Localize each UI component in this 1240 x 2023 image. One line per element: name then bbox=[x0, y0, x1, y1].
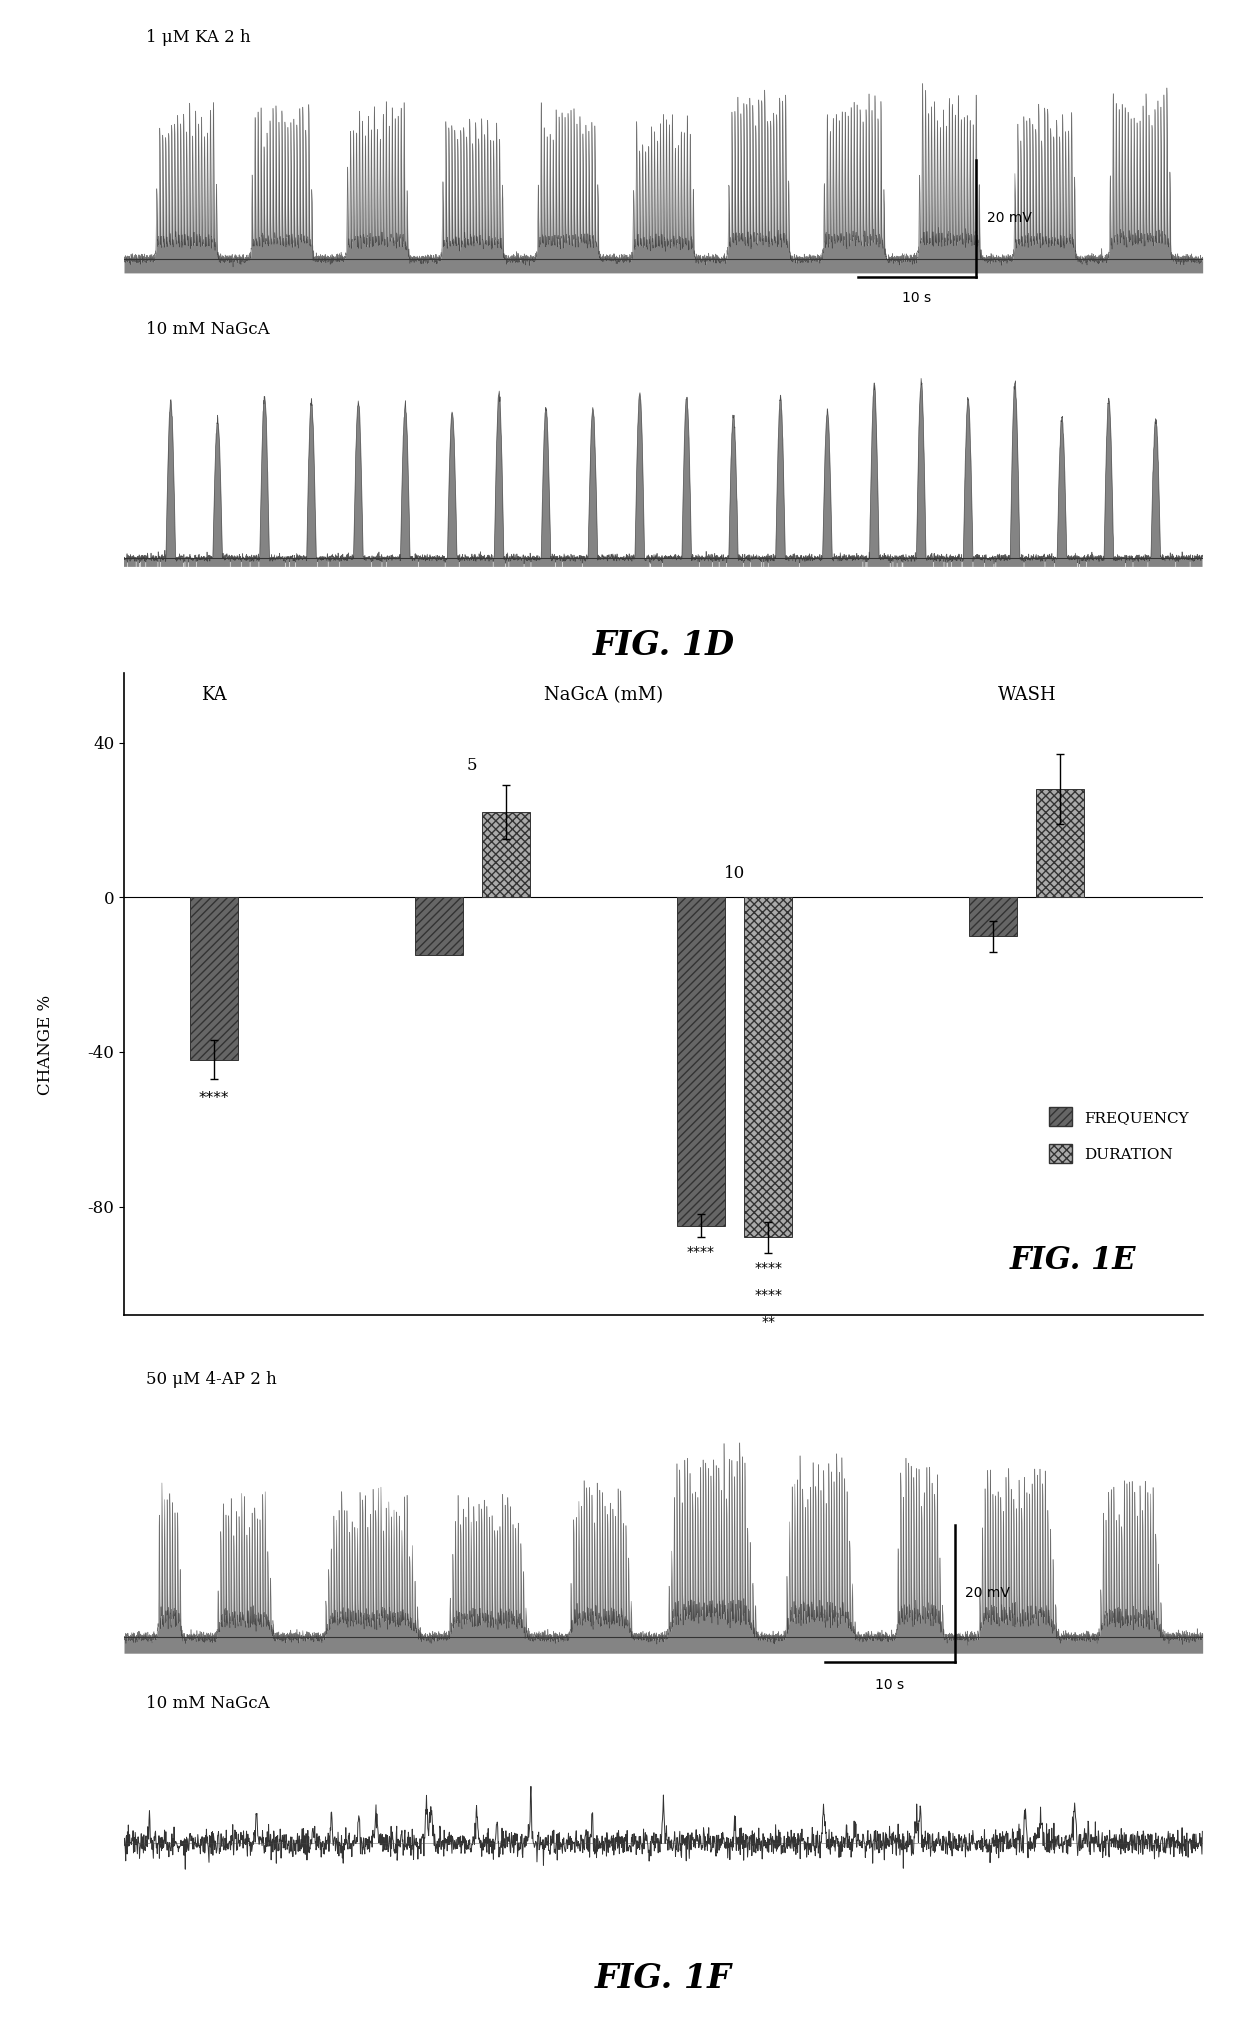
Text: 10 s: 10 s bbox=[903, 291, 931, 305]
Text: 10: 10 bbox=[724, 866, 745, 882]
Text: 10 mM NaGcA: 10 mM NaGcA bbox=[145, 1695, 269, 1711]
Text: ****: **** bbox=[198, 1090, 229, 1107]
Text: FIG. 1F: FIG. 1F bbox=[595, 1962, 732, 1995]
Text: **: ** bbox=[761, 1315, 775, 1329]
Y-axis label: CHANGE %: CHANGE % bbox=[37, 995, 53, 1094]
Text: ****: **** bbox=[687, 1246, 714, 1258]
Text: NaGcA (mM): NaGcA (mM) bbox=[544, 686, 663, 704]
Text: 20 mV: 20 mV bbox=[987, 212, 1032, 225]
Text: 50 μM 4-AP 2 h: 50 μM 4-AP 2 h bbox=[145, 1372, 277, 1388]
Text: FIG. 1D: FIG. 1D bbox=[593, 629, 734, 662]
Text: ****: **** bbox=[754, 1289, 782, 1301]
Text: 5: 5 bbox=[467, 757, 477, 773]
Text: ****: **** bbox=[754, 1260, 782, 1274]
Text: FIG. 1E: FIG. 1E bbox=[1011, 1246, 1137, 1277]
Text: 10 s: 10 s bbox=[875, 1679, 904, 1691]
Legend: FREQUENCY, DURATION: FREQUENCY, DURATION bbox=[1043, 1101, 1195, 1169]
Bar bbox=[744, 898, 792, 1238]
Text: 20 mV: 20 mV bbox=[966, 1586, 1011, 1600]
Text: KA: KA bbox=[201, 686, 227, 704]
Bar bbox=[970, 898, 1017, 937]
Bar bbox=[677, 898, 725, 1226]
Bar bbox=[1037, 789, 1085, 898]
Text: WASH: WASH bbox=[997, 686, 1056, 704]
Bar bbox=[414, 898, 463, 955]
Text: 10 mM NaGcA: 10 mM NaGcA bbox=[145, 320, 269, 338]
Bar bbox=[482, 813, 529, 898]
Bar bbox=[190, 898, 238, 1060]
Text: 1 μM KA 2 h: 1 μM KA 2 h bbox=[145, 28, 250, 47]
